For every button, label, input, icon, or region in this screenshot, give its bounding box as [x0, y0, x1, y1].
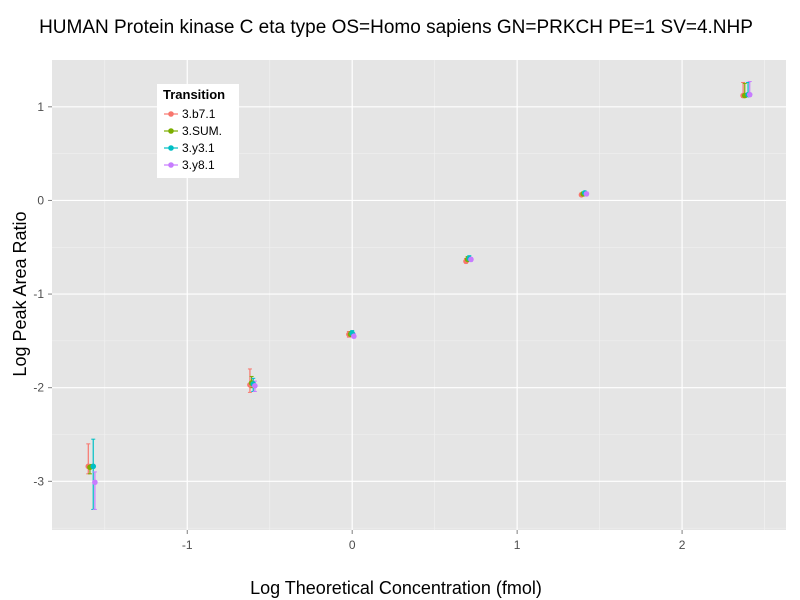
- y-tick-label: -3: [33, 474, 44, 488]
- data-point: [351, 333, 357, 339]
- y-axis-ticks: -3 -2 -1 0 1: [33, 100, 52, 488]
- x-tick-label: -1: [182, 538, 193, 552]
- legend-key-point: [168, 162, 174, 168]
- data-point: [90, 463, 97, 470]
- data-point: [92, 479, 98, 486]
- data-point: [468, 256, 474, 263]
- x-tick-label: 1: [514, 538, 521, 552]
- legend: Transition 3.b7.1 3.SUM. 3.y3.1 3.y8.1: [157, 84, 239, 178]
- legend-label: 3.y3.1: [182, 141, 215, 155]
- y-tick-label: -2: [33, 381, 44, 395]
- y-tick-label: 0: [37, 193, 44, 207]
- legend-key-point: [168, 111, 174, 117]
- x-tick-label: 0: [349, 538, 356, 552]
- y-tick-label: -1: [33, 287, 44, 301]
- data-point: [252, 383, 258, 389]
- data-point: [746, 91, 753, 98]
- legend-label: 3.b7.1: [182, 107, 216, 121]
- x-tick-label: 2: [679, 538, 686, 552]
- legend-key-point: [168, 145, 174, 151]
- minor-grid: [52, 60, 786, 530]
- legend-items: 3.b7.1 3.SUM. 3.y3.1 3.y8.1: [164, 107, 222, 172]
- chart-title: HUMAN Protein kinase C eta type OS=Homo …: [39, 17, 753, 38]
- x-axis-title: Log Theoretical Concentration (fmol): [250, 578, 542, 598]
- y-axis-title: Log Peak Area Ratio: [10, 211, 30, 376]
- legend-key-point: [168, 128, 174, 134]
- x-axis-ticks: -1 0 1 2: [182, 530, 686, 552]
- legend-label: 3.SUM.: [182, 124, 222, 138]
- data-point: [583, 191, 590, 197]
- legend-label: 3.y8.1: [182, 158, 215, 172]
- legend-title: Transition: [163, 87, 225, 102]
- data-points: [85, 91, 753, 486]
- y-tick-label: 1: [37, 100, 44, 114]
